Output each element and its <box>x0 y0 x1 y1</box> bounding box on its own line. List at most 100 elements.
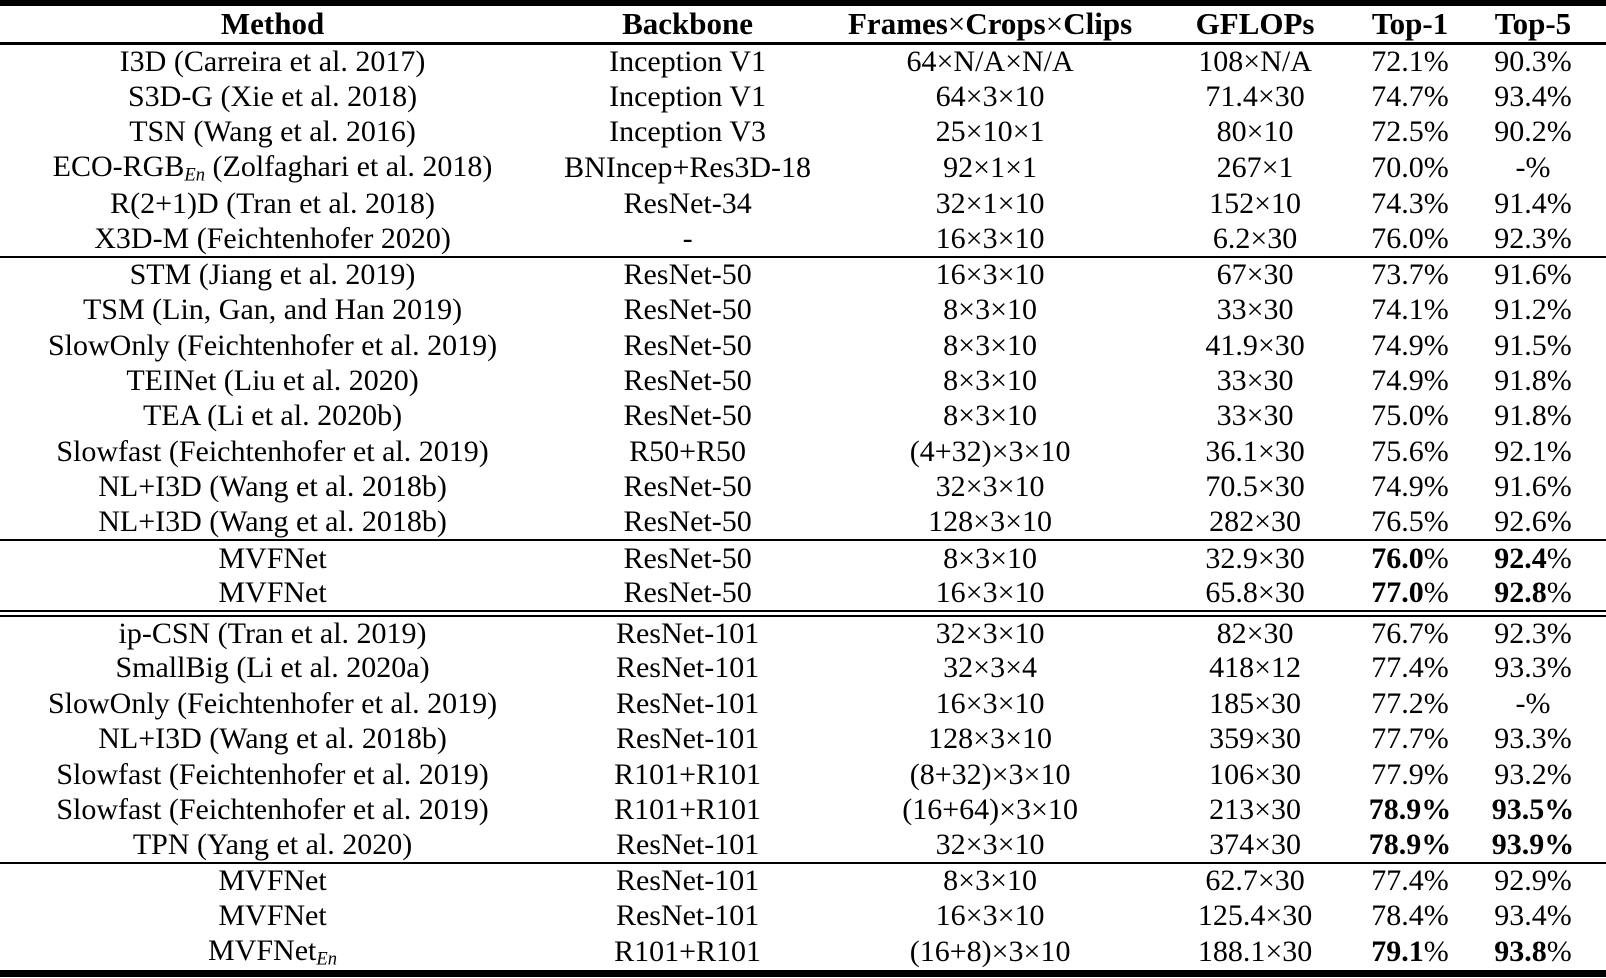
times-symbol: × <box>1005 651 1022 685</box>
cell-gflops: 36.1×30 <box>1205 434 1305 468</box>
cell-top5: 92.8% <box>1494 575 1572 609</box>
times-symbol: × <box>1031 792 1048 826</box>
times-symbol: × <box>997 899 1015 933</box>
cell-backbone: BNIncep+Res3D-18 <box>564 151 812 185</box>
cell-frames: 8×3×10 <box>943 541 1037 575</box>
cell-top1: 78.9% <box>1368 792 1452 826</box>
cell-method: STM (Jiang et al. 2019) <box>129 258 416 292</box>
times-symbol: × <box>1246 293 1264 327</box>
column-header-backbone: Backbone <box>622 6 754 41</box>
times-symbol: × <box>997 470 1015 504</box>
cell-method: TSM (Lin, Gan, and Han 2019) <box>82 293 463 327</box>
cell-gflops: 82×30 <box>1216 616 1294 650</box>
times-symbol: × <box>965 187 983 221</box>
cell-frames: 128×3×10 <box>928 722 1052 756</box>
cell-backbone: ResNet-50 <box>623 505 752 539</box>
times-symbol: × <box>1005 45 1022 78</box>
times-symbol: × <box>1023 935 1041 969</box>
times-symbol: × <box>965 470 983 504</box>
cell-top5: 93.2% <box>1494 757 1572 791</box>
cell-frames: 92×1×1 <box>943 151 1037 185</box>
cell-frames: 8×3×10 <box>943 293 1037 327</box>
percent-sign: % <box>1423 575 1449 609</box>
cell-top1: 72.1% <box>1371 45 1449 78</box>
cell-backbone: R101+R101 <box>614 757 762 791</box>
times-symbol: × <box>1005 722 1022 756</box>
percent-sign: % <box>1423 541 1449 575</box>
cell-method: I3D (Carreira et al. 2017) <box>119 45 426 78</box>
cell-top5: 92.4% <box>1494 541 1572 575</box>
times-symbol: × <box>965 222 983 255</box>
cell-backbone: Inception V3 <box>609 115 767 149</box>
cell-method: Slowfast (Feichtenhofer et al. 2019) <box>56 434 489 468</box>
table-section-2: STM (Jiang et al. 2019) ResNet-50 16×3×10 6… <box>0 257 1606 540</box>
cell-top5: 93.8% <box>1494 935 1572 969</box>
times-symbol: × <box>1246 115 1264 149</box>
cell-frames: 8×3×10 <box>943 328 1037 362</box>
cell-gflops: 65.8×30 <box>1205 575 1305 609</box>
cell-top5: 93.3% <box>1494 651 1572 685</box>
column-header-top5: Top-5 <box>1494 6 1572 41</box>
percent-sign: % <box>1546 575 1572 609</box>
cell-gflops: 185×30 <box>1209 686 1302 720</box>
cell-gflops: 418×12 <box>1209 651 1302 685</box>
cell-method: TPN (Yang et al. 2020) <box>132 827 413 861</box>
times-symbol: × <box>1045 6 1064 41</box>
cell-backbone: ResNet-50 <box>623 541 752 575</box>
times-symbol: × <box>1023 757 1041 791</box>
cell-gflops: 188.1×30 <box>1197 935 1313 969</box>
cell-top5: 93.4% <box>1494 899 1572 933</box>
times-symbol: × <box>1254 722 1272 756</box>
times-symbol: × <box>997 258 1015 292</box>
times-symbol: × <box>958 364 976 398</box>
times-symbol: × <box>1265 935 1283 969</box>
cell-frames: 8×3×10 <box>943 864 1037 898</box>
cell-top5: 91.4% <box>1494 187 1572 221</box>
cell-method: TEINet (Liu et al. 2020) <box>126 364 419 398</box>
times-symbol: × <box>1246 399 1264 433</box>
cell-gflops: 33×30 <box>1216 364 1294 398</box>
cell-method: NL+I3D (Wang et al. 2018b) <box>98 722 447 756</box>
cell-backbone: ResNet-101 <box>615 616 760 650</box>
times-symbol: × <box>990 399 1007 433</box>
cell-gflops: 6.2×30 <box>1212 222 1298 255</box>
times-symbol: × <box>1005 505 1022 539</box>
cell-backbone: ResNet-50 <box>623 258 752 292</box>
cell-backbone: R50+R50 <box>629 434 747 468</box>
times-symbol: × <box>965 79 983 113</box>
times-symbol: × <box>1012 115 1030 149</box>
cell-method: MVFNetEn <box>208 933 338 970</box>
cell-method: Slowfast (Feichtenhofer et al. 2019) <box>56 792 489 826</box>
cell-backbone: - <box>682 222 693 255</box>
cell-backbone: ResNet-101 <box>615 899 760 933</box>
times-symbol: × <box>973 722 991 756</box>
cell-top1: 70.0% <box>1371 151 1449 185</box>
cell-frames: 32×1×10 <box>935 187 1045 221</box>
cell-gflops: 267×1 <box>1216 151 1294 185</box>
cell-gflops: 359×30 <box>1209 722 1302 756</box>
cell-top1: 77.4% <box>1371 651 1449 685</box>
cell-top1: 76.0% <box>1371 222 1449 255</box>
cell-top1: 74.3% <box>1371 187 1449 221</box>
times-symbol: × <box>997 79 1015 113</box>
times-symbol: × <box>965 258 983 292</box>
table-row: SlowOnly (Feichtenhofer et al. 2019) ResN… <box>0 328 1606 363</box>
cell-method: S3D-G (Xie et al. 2018) <box>127 79 418 113</box>
cell-top1: 76.7% <box>1371 616 1449 650</box>
times-symbol: × <box>1254 651 1272 685</box>
times-symbol: × <box>991 935 1009 969</box>
cell-method: TSN (Wang et al. 2016) <box>129 115 416 149</box>
times-symbol: × <box>958 399 976 433</box>
cell-top5: 91.6% <box>1494 470 1572 504</box>
percent-sign: % <box>1546 935 1572 969</box>
cell-top5: 92.3% <box>1494 616 1572 650</box>
header-row: Method Backbone Frames×Crops×Clips GFLOPs To… <box>0 3 1606 44</box>
table-section-5: MVFNet ResNet-101 8×3×10 62.7×30 77.4% 92.9% M… <box>0 863 1606 974</box>
table-row: S3D-G (Xie et al. 2018) Inception V1 64×3×… <box>0 79 1606 114</box>
times-symbol: × <box>1261 151 1279 185</box>
cell-backbone: ResNet-50 <box>623 364 752 398</box>
cell-method: X3D-M (Feichtenhofer 2020) <box>94 222 451 255</box>
times-symbol: × <box>1257 470 1275 504</box>
